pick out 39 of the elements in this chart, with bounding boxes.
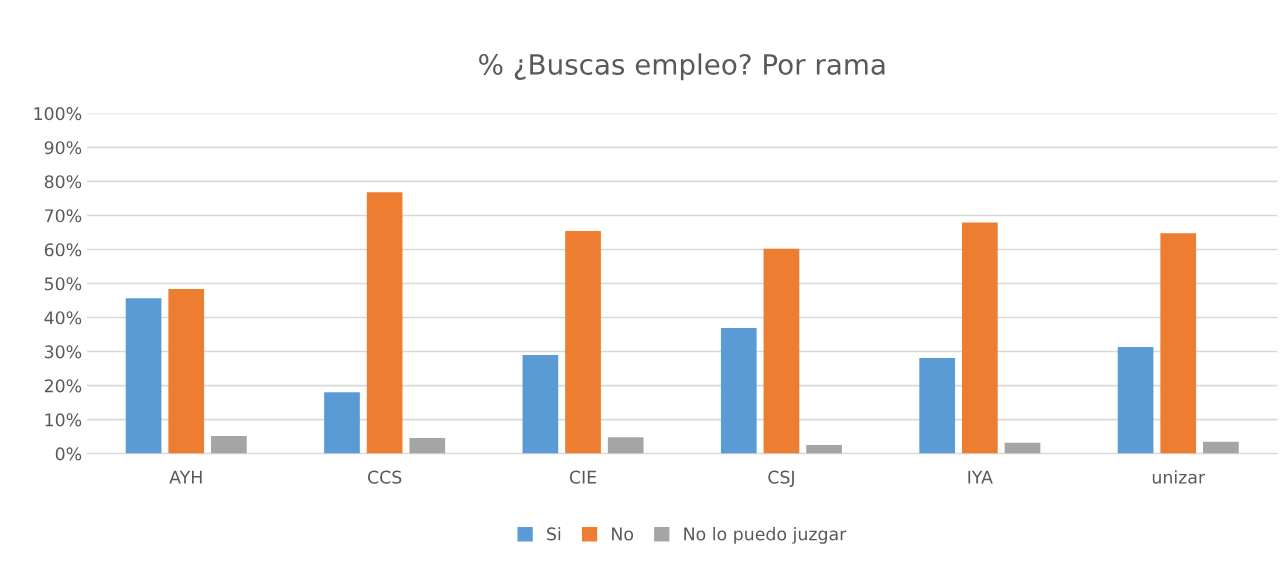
bar <box>961 222 998 454</box>
y-tick-label: 30% <box>44 345 82 359</box>
bar <box>522 354 559 454</box>
y-tick-label: 90% <box>44 141 82 155</box>
y-tick-label: 20% <box>44 379 82 393</box>
y-tick-label: 100% <box>34 107 82 121</box>
y-tick-label: 80% <box>44 175 82 189</box>
x-tick-label: AYH <box>169 470 202 484</box>
chart-title: % ¿Buscas empleo? Por rama <box>479 53 885 81</box>
x-tick-label: IYA <box>968 470 993 484</box>
bar <box>1004 442 1041 454</box>
bar <box>125 298 162 454</box>
y-tick-label: 40% <box>44 311 82 325</box>
x-tick-label: CIE <box>569 470 597 484</box>
bar <box>324 392 360 454</box>
y-tick-label: 60% <box>44 243 82 257</box>
bar <box>211 435 247 454</box>
bar <box>763 248 800 454</box>
bar <box>919 358 956 454</box>
bar <box>409 437 446 454</box>
bar <box>366 192 403 454</box>
bar <box>1117 347 1154 454</box>
y-tick-label: 50% <box>44 277 82 291</box>
x-tick-label: CSJ <box>768 470 794 487</box>
x-tick-label: CCS <box>367 470 402 484</box>
y-tick-label: 70% <box>45 209 82 223</box>
legend-label: No lo puedo juzgar <box>684 527 847 544</box>
bar <box>806 445 842 454</box>
bar <box>565 231 601 454</box>
bar <box>168 288 205 454</box>
legend-label: No <box>612 527 634 541</box>
x-tick-label: unizar <box>1152 470 1206 484</box>
bar <box>607 437 644 454</box>
legend-label: Si <box>547 527 561 541</box>
bar <box>1160 233 1197 454</box>
bar <box>720 328 757 454</box>
bar <box>1203 441 1239 454</box>
y-tick-label: 10% <box>45 413 82 427</box>
y-tick-label: 0% <box>55 447 82 461</box>
